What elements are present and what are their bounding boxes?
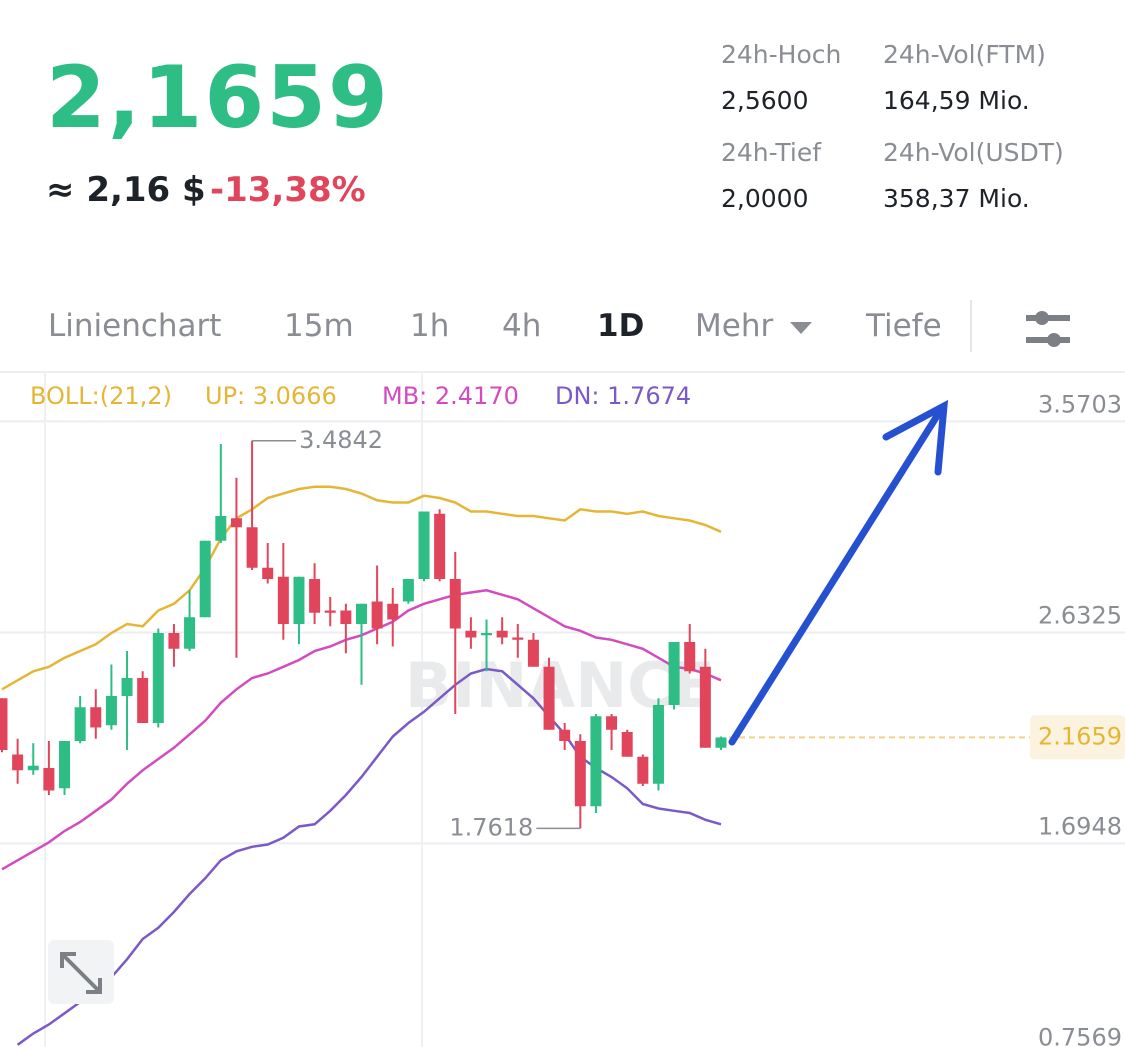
candle-body bbox=[684, 642, 696, 672]
tab[interactable]: 1h bbox=[410, 308, 450, 344]
tab[interactable]: 4h bbox=[502, 308, 542, 344]
candle-body bbox=[590, 716, 602, 807]
candle-body bbox=[324, 610, 336, 613]
candle-body bbox=[309, 579, 321, 613]
candle-body bbox=[27, 765, 39, 771]
indicator-line bbox=[1, 485, 722, 691]
stat-label: 24h-Vol(USDT) bbox=[883, 138, 1064, 167]
candle-body bbox=[121, 678, 133, 696]
tab[interactable]: 15m bbox=[284, 308, 354, 344]
tab[interactable]: Linienchart bbox=[48, 308, 222, 344]
candle-body bbox=[574, 741, 586, 807]
settings-icon[interactable] bbox=[1026, 311, 1070, 347]
candle-body bbox=[43, 768, 55, 791]
last-price-label: 2.1659 bbox=[1038, 722, 1122, 750]
candle-body bbox=[137, 678, 149, 723]
candle-body bbox=[449, 579, 461, 629]
stat-value: 358,37 Mio. bbox=[883, 184, 1030, 213]
legend-item: DN: 1.7674 bbox=[555, 382, 691, 410]
candle-body bbox=[168, 633, 180, 649]
legend-item: MB: 2.4170 bbox=[382, 382, 519, 410]
price-change: -13,38% bbox=[210, 170, 366, 210]
legend-item: BOLL:(21,2) bbox=[30, 382, 172, 410]
last-price: 2,1659 bbox=[46, 48, 390, 148]
candle-body bbox=[387, 603, 399, 620]
candle-body bbox=[652, 705, 664, 784]
candle-body bbox=[481, 633, 493, 636]
candle-body bbox=[512, 637, 524, 640]
indicator-line bbox=[16, 667, 722, 1046]
candle-body bbox=[90, 707, 102, 728]
watermark: BINANCE bbox=[405, 649, 715, 722]
candle-body bbox=[527, 639, 539, 667]
stat-label: 24h-Vol(FTM) bbox=[883, 40, 1046, 69]
candle-body bbox=[246, 527, 258, 568]
high-label: 3.4842 bbox=[299, 426, 383, 454]
stat-label: 24h-Hoch bbox=[721, 40, 842, 69]
candle-body bbox=[199, 540, 211, 618]
stat-value: 2,5600 bbox=[721, 86, 809, 115]
candle-body bbox=[559, 729, 571, 741]
y-tick-label: 0.7569 bbox=[1038, 1023, 1122, 1047]
tab[interactable]: Mehr bbox=[695, 308, 774, 344]
candle-body bbox=[465, 630, 477, 638]
candle-body bbox=[496, 630, 508, 638]
expand-icon bbox=[60, 952, 102, 994]
stat-label: 24h-Tief bbox=[721, 138, 822, 167]
candle-body bbox=[105, 696, 117, 726]
y-tick-label: 3.5703 bbox=[1038, 390, 1122, 418]
candle-body bbox=[402, 579, 414, 602]
candle-body bbox=[621, 732, 633, 757]
y-tick-label: 1.6948 bbox=[1038, 812, 1122, 840]
candle-body bbox=[277, 576, 289, 624]
candle-body bbox=[715, 737, 727, 748]
candle-body bbox=[215, 516, 227, 541]
candle-body bbox=[0, 698, 8, 750]
candle-body bbox=[434, 513, 446, 579]
candle-body bbox=[668, 642, 680, 705]
candle-body bbox=[606, 716, 618, 730]
candle-body bbox=[59, 741, 71, 789]
low-label: 1.7618 bbox=[449, 813, 533, 841]
candle-body bbox=[12, 754, 24, 771]
stat-value: 164,59 Mio. bbox=[883, 86, 1030, 115]
candle-body bbox=[152, 633, 164, 723]
candle-body bbox=[699, 666, 711, 748]
legend-item: UP: 3.0666 bbox=[205, 382, 337, 410]
dropdown-icon bbox=[790, 322, 812, 334]
candle-body bbox=[371, 601, 383, 629]
candle-body bbox=[543, 666, 555, 730]
tab[interactable]: 1D bbox=[597, 308, 645, 344]
candle-body bbox=[355, 603, 367, 624]
candle-body bbox=[74, 707, 86, 741]
candle-body bbox=[184, 617, 196, 649]
trend-arrow bbox=[728, 399, 949, 746]
candle-body bbox=[230, 518, 242, 528]
stat-value: 2,0000 bbox=[721, 184, 809, 213]
tab[interactable]: Tiefe bbox=[866, 308, 942, 344]
candle-body bbox=[340, 610, 352, 624]
last-price-tag bbox=[1030, 715, 1125, 760]
usd-price: ≈ 2,16 $ bbox=[46, 170, 206, 210]
candle-body bbox=[418, 511, 430, 579]
candle-body bbox=[262, 567, 274, 579]
candle-body bbox=[637, 756, 649, 784]
y-tick-label: 2.6325 bbox=[1038, 601, 1122, 629]
candle-body bbox=[293, 576, 305, 624]
